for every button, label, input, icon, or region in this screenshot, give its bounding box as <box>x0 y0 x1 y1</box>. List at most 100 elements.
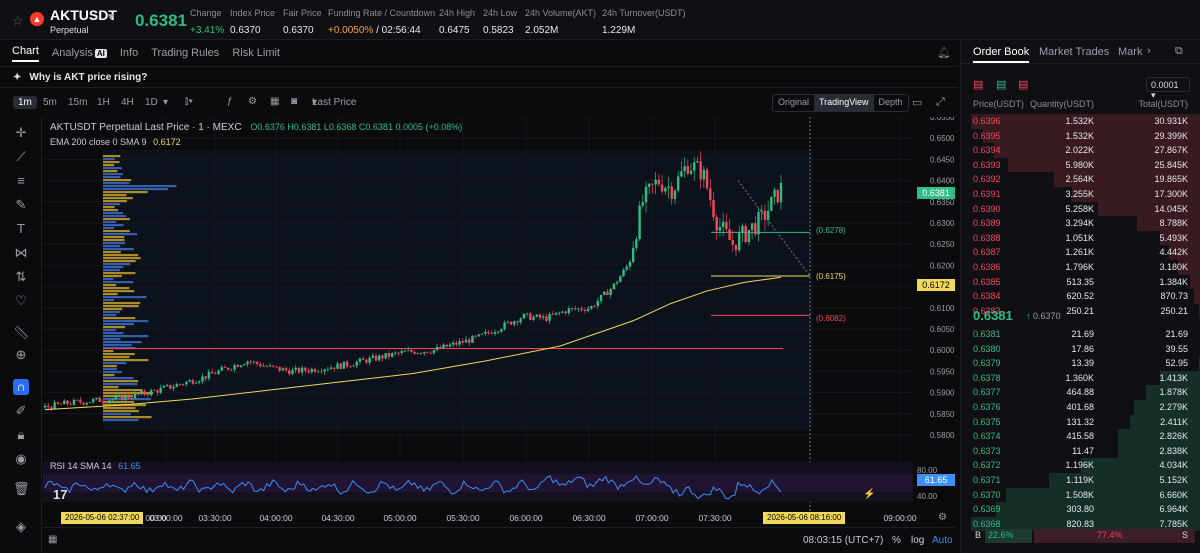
bid-row[interactable]: 0.6376 401.68 2.279K <box>961 400 1200 415</box>
percent-toggle[interactable]: % <box>892 535 901 546</box>
ask-row[interactable]: 0.6396 1.532K 30.931K <box>961 114 1200 129</box>
bid-row[interactable]: 0.6377 464.88 1.878K <box>961 385 1200 400</box>
settings-icon[interactable]: ⚙ <box>248 96 257 107</box>
pattern-icon[interactable]: ⋈ <box>14 245 28 260</box>
ask-row[interactable]: 0.6393 5.980K 25.845K <box>961 157 1200 173</box>
ask-row[interactable]: 0.6384 620.52 870.73 <box>961 289 1200 304</box>
volume-profile-bar <box>103 281 134 284</box>
bid-row[interactable]: 0.6381 21.69 21.69 <box>961 327 1200 342</box>
timeframe-dropdown-icon[interactable]: ▾ <box>163 97 169 108</box>
bid-row[interactable]: 0.6370 1.508K 6.660K <box>961 487 1200 503</box>
lock-icon[interactable]: 🔒︎ <box>17 427 25 442</box>
fullscreen-icon[interactable]: ⤢ <box>936 96 945 108</box>
timezone-clock[interactable]: 08:03:15 (UTC+7) <box>803 535 884 546</box>
ask-row[interactable]: 0.6394 2.022K 27.867K <box>961 143 1200 158</box>
ask-row[interactable]: 0.6388 1.051K 5.493K <box>961 230 1200 246</box>
horizontal-lines-icon[interactable]: ≡ <box>17 173 25 188</box>
favorite-star-icon[interactable]: ☆ <box>12 13 24 28</box>
tab-trading-rules[interactable]: Trading Rules <box>151 47 220 59</box>
bid-row[interactable]: 0.6372 1.196K 4.034K <box>961 458 1200 473</box>
candle-body <box>750 223 754 231</box>
ask-row[interactable]: 0.6395 1.532K 29.399K <box>961 128 1200 144</box>
ask-row[interactable]: 0.6390 5.258K 14.045K <box>961 201 1200 217</box>
chevron-right-icon[interactable]: › <box>1147 45 1151 57</box>
panel-icon[interactable]: ▭ <box>912 97 923 109</box>
timeframe-4h[interactable]: 4H <box>121 97 134 108</box>
camera-icon[interactable]: ◙ <box>291 96 298 107</box>
tab-risk-limit[interactable]: Risk Limit <box>232 47 280 59</box>
brush-icon[interactable]: ✎ <box>15 197 27 212</box>
text-tool-icon[interactable]: T <box>17 221 25 236</box>
ask-row[interactable]: 0.6391 3.255K 17.300K <box>961 187 1200 202</box>
timeframe-1h[interactable]: 1H <box>97 97 110 108</box>
tab-chart[interactable]: Chart <box>12 45 39 62</box>
ask-row[interactable]: 0.6392 2.564K 19.865K <box>961 172 1200 187</box>
pen-lock-icon[interactable]: ✐ <box>15 403 27 418</box>
log-toggle[interactable]: log <box>911 535 925 546</box>
crosshair-icon[interactable]: ✛ <box>15 125 27 140</box>
heart-icon[interactable]: ♡ <box>15 293 27 308</box>
candle-body <box>79 400 82 403</box>
timeframe-15m[interactable]: 15m <box>68 97 88 108</box>
candle-body <box>288 370 291 375</box>
tab-mark[interactable]: Mark <box>1118 46 1143 58</box>
timeframe-1d[interactable]: 1D <box>145 97 158 108</box>
timeframe-5m[interactable]: 5m <box>43 97 57 108</box>
indicators-icon[interactable]: ƒ <box>227 96 233 107</box>
candle-body <box>522 313 526 319</box>
symbol-dropdown-icon[interactable]: ▼ <box>106 12 116 23</box>
precision-value: 0.0001 <box>1151 80 1179 90</box>
ruler-icon[interactable]: 📏︎ <box>13 325 30 340</box>
ask-row[interactable]: 0.6387 1.261K 4.442K <box>961 245 1200 260</box>
book-bids-icon[interactable]: ▤ <box>996 79 1007 91</box>
symbol-name[interactable]: AKTUSDT <box>50 7 117 23</box>
bid-row[interactable]: 0.6380 17.86 39.55 <box>961 341 1200 357</box>
bid-row[interactable]: 0.6368 820.83 7.785K <box>961 516 1200 532</box>
axis-settings-icon[interactable]: ⚙ <box>938 512 947 523</box>
layout-icon[interactable]: ▦ <box>270 96 280 107</box>
calendar-icon[interactable]: ▦ <box>48 534 58 545</box>
ask-row[interactable]: 0.6386 1.796K 3.180K <box>961 260 1200 275</box>
expand-panel-icon[interactable]: ⧉ <box>1175 45 1183 57</box>
ask-row[interactable]: 0.6389 3.294K 8.788K <box>961 216 1200 231</box>
forecast-icon[interactable]: ⇅ <box>15 269 27 284</box>
eye-icon[interactable]: ◉ <box>15 451 27 466</box>
price-chart[interactable]: 0.6550 0.6500 0.6450 0.6400 0.6350 0.6300 0.62… <box>43 113 955 527</box>
bell-icon[interactable]: 🔔︎ <box>937 47 951 59</box>
row-quantity: 1.532K <box>1065 116 1094 126</box>
tab-market-trades[interactable]: Market Trades <box>1039 46 1110 58</box>
candle-body <box>477 334 481 337</box>
trash-icon[interactable]: 🗑︎ <box>13 481 30 496</box>
candle-body <box>609 288 612 296</box>
candle-body <box>683 166 686 172</box>
bid-row[interactable]: 0.6374 415.58 2.826K <box>961 429 1200 444</box>
tab-analysis[interactable]: Analysis AI <box>52 47 107 59</box>
view-depth[interactable]: Depth <box>878 97 903 107</box>
why-banner[interactable]: ✦ Why is AKT price rising? <box>0 66 958 88</box>
zoom-icon[interactable]: ⊕ <box>15 347 27 362</box>
candle-type-icon[interactable]: ⫾▾ <box>185 96 194 107</box>
bid-row[interactable]: 0.6375 131.32 2.411K <box>961 414 1200 430</box>
auto-toggle[interactable]: Auto <box>932 535 953 546</box>
lightning-icon[interactable]: ⚡ <box>863 489 876 500</box>
bid-row[interactable]: 0.6369 303.80 6.964K <box>961 502 1200 517</box>
ask-row[interactable]: 0.6383 250.21 250.21 <box>961 303 1200 319</box>
bid-row[interactable]: 0.6373 11.47 2.838K <box>961 443 1200 459</box>
book-asks-icon[interactable]: ▤ <box>1018 79 1029 91</box>
view-original[interactable]: Original <box>778 97 810 107</box>
bid-row[interactable]: 0.6378 1.360K 1.413K <box>961 370 1200 386</box>
precision-select[interactable]: 0.0001 ▾ <box>1146 77 1190 100</box>
timeframe-1m[interactable]: 1m <box>13 96 37 109</box>
tab-order-book[interactable]: Order Book <box>973 46 1030 63</box>
tab-info[interactable]: Info <box>119 47 139 59</box>
stat-24h-low: 24h Low 0.5823 <box>483 8 518 36</box>
book-both-icon[interactable]: ▤ <box>973 79 984 91</box>
view-tradingview[interactable]: TradingView <box>814 95 874 111</box>
ask-row[interactable]: 0.6385 513.35 1.384K <box>961 274 1200 290</box>
price-type-select[interactable]: Last Price ▾ <box>312 97 357 108</box>
trend-line-icon[interactable]: ⟋ <box>16 149 26 164</box>
layers-icon[interactable]: ◈ <box>16 519 26 534</box>
bid-row[interactable]: 0.6379 13.39 52.95 <box>961 356 1200 371</box>
bid-row[interactable]: 0.6371 1.119K 5.152K <box>961 473 1200 488</box>
magnet-icon[interactable]: ∩ <box>13 379 29 395</box>
